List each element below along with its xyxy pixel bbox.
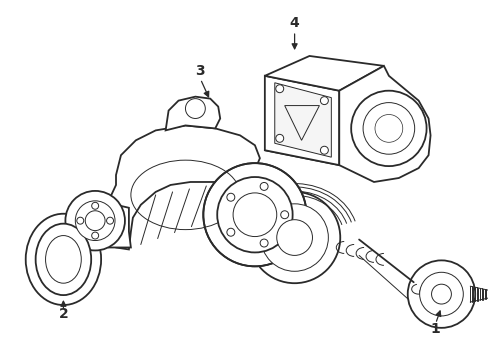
Circle shape [408,260,475,328]
Circle shape [276,85,284,93]
Circle shape [351,91,427,166]
Ellipse shape [25,214,101,305]
Circle shape [260,239,268,247]
Circle shape [217,177,293,252]
Text: 3: 3 [196,64,205,78]
Circle shape [92,232,98,239]
Circle shape [277,220,313,255]
Circle shape [65,191,125,251]
Text: 2: 2 [58,307,68,321]
Circle shape [261,204,328,271]
Circle shape [75,201,115,240]
Circle shape [107,217,114,224]
Circle shape [281,211,289,219]
Circle shape [419,272,464,316]
Circle shape [320,146,328,154]
Ellipse shape [36,224,91,295]
Circle shape [320,96,328,105]
Circle shape [363,103,415,154]
Circle shape [85,211,105,231]
Polygon shape [275,83,331,157]
Polygon shape [89,200,131,247]
Circle shape [432,284,451,304]
Circle shape [77,217,84,224]
Polygon shape [339,66,431,182]
Polygon shape [166,96,220,130]
Circle shape [227,193,235,201]
Circle shape [260,183,268,190]
Circle shape [276,134,284,142]
Circle shape [249,192,340,283]
Polygon shape [265,76,339,165]
Text: 1: 1 [431,322,441,336]
Polygon shape [265,56,384,91]
Circle shape [233,193,277,237]
Circle shape [92,202,98,209]
Circle shape [203,163,307,266]
Circle shape [227,228,235,236]
Polygon shape [106,125,260,249]
Ellipse shape [46,235,81,283]
Text: 4: 4 [290,16,299,30]
Circle shape [185,99,205,118]
Circle shape [375,114,403,142]
